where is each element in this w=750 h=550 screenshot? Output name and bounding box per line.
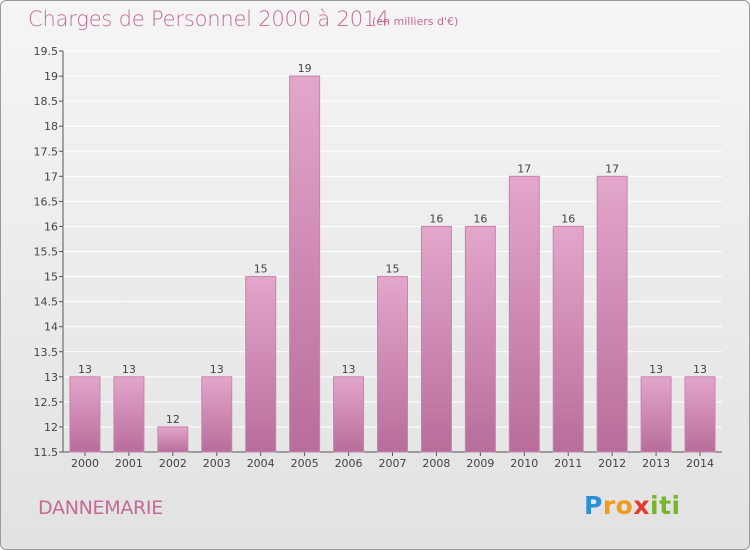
data-label-2009: 16 — [473, 212, 487, 225]
proxiti-logo: Proxiti — [584, 491, 681, 520]
bar-2009 — [464, 225, 496, 453]
data-label-2006: 13 — [342, 363, 356, 376]
y-tick-label: 15 — [44, 271, 58, 284]
data-label-2003: 13 — [210, 363, 224, 376]
y-tick-label: 18 — [44, 120, 58, 133]
y-tick-label: 11.5 — [34, 446, 59, 459]
data-label-2008: 16 — [429, 212, 443, 225]
bar-2013 — [640, 376, 672, 453]
chart-title: Charges de Personnel 2000 à 2014 — [28, 7, 390, 31]
x-tick-label-2013: 2013 — [642, 457, 670, 470]
data-labels: 13 13 12 13 15 19 13 15 16 16 17 16 17 13 13 — [78, 62, 707, 426]
y-tick-label: 18.5 — [34, 95, 59, 108]
data-label-2014: 13 — [693, 363, 707, 376]
data-label-2000: 13 — [78, 363, 92, 376]
x-tick-label-2006: 2006 — [335, 457, 363, 470]
x-tick-label-2012: 2012 — [598, 457, 626, 470]
y-tick-label: 13 — [44, 371, 58, 384]
y-tick-label: 12 — [44, 421, 58, 434]
y-tick-label: 15.5 — [34, 246, 59, 259]
x-tick-label-2001: 2001 — [115, 457, 143, 470]
bar-2001 — [113, 376, 145, 453]
bar-2011 — [552, 225, 584, 453]
bar-2010 — [508, 175, 540, 453]
y-tick-label: 13.5 — [34, 346, 59, 359]
data-label-2012: 17 — [605, 162, 619, 175]
bar-2008 — [420, 225, 452, 453]
data-label-2002: 12 — [166, 413, 180, 426]
bars — [69, 75, 716, 453]
data-label-2007: 15 — [386, 263, 400, 276]
y-tick-label: 12.5 — [34, 396, 59, 409]
bar-2004 — [245, 276, 277, 453]
y-tick-label: 17 — [44, 170, 58, 183]
x-tick-label-2003: 2003 — [203, 457, 231, 470]
x-tick-label-2000: 2000 — [71, 457, 99, 470]
x-tick-label-2010: 2010 — [510, 457, 538, 470]
chart-subtitle: (en milliers d'€) — [372, 15, 459, 28]
y-tick-label: 14 — [44, 321, 58, 334]
y-tick-label: 16 — [44, 220, 58, 233]
y-tick-label: 19 — [44, 70, 58, 83]
bar-2012 — [596, 175, 628, 453]
x-tick-label-2005: 2005 — [291, 457, 319, 470]
bar-2002 — [157, 426, 189, 453]
commune-name: DANNEMARIE — [38, 497, 163, 519]
x-tick-label-2009: 2009 — [466, 457, 494, 470]
x-tick-label-2014: 2014 — [686, 457, 714, 470]
data-label-2013: 13 — [649, 363, 663, 376]
bar-2000 — [69, 376, 101, 453]
bar-2003 — [201, 376, 233, 453]
y-tick-label: 17.5 — [34, 145, 59, 158]
data-label-2010: 17 — [517, 162, 531, 175]
x-tick-label-2011: 2011 — [554, 457, 582, 470]
x-tick-label-2008: 2008 — [422, 457, 450, 470]
data-label-2004: 15 — [254, 263, 268, 276]
data-label-2005: 19 — [298, 62, 312, 75]
bar-2006 — [333, 376, 365, 453]
bar-2014 — [684, 376, 716, 453]
y-tick-label: 14.5 — [34, 296, 59, 309]
data-label-2011: 16 — [561, 212, 575, 225]
x-tick-label-2004: 2004 — [247, 457, 275, 470]
y-tick-label: 19.5 — [34, 45, 59, 58]
data-label-2001: 13 — [122, 363, 136, 376]
bar-2007 — [377, 276, 408, 453]
x-tick-label-2007: 2007 — [379, 457, 407, 470]
x-tick-label-2002: 2002 — [159, 457, 187, 470]
bar-2005 — [289, 75, 321, 453]
y-tick-label: 16.5 — [34, 195, 59, 208]
